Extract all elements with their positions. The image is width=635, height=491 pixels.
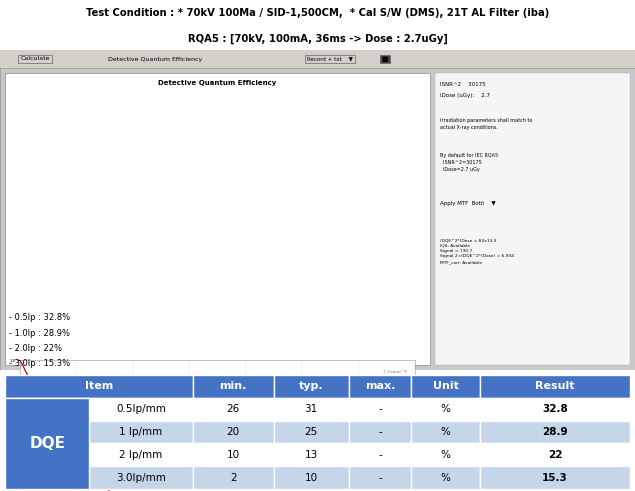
Text: Calculate: Calculate [20, 56, 50, 61]
Bar [480, 443, 630, 466]
Bar [5, 398, 90, 489]
Text: 2 lp/mm: 2 lp/mm [119, 450, 163, 460]
Text: %: % [441, 404, 451, 414]
Bar [349, 398, 411, 421]
Bar [192, 466, 274, 489]
Text: ISNR^2    30175: ISNR^2 30175 [440, 82, 486, 87]
Text: (DQE^2*(Dose = 83x13.3
IQS: Available
Signal = 730.7
Signal 2=(DQE^2*(Dose) = 6.: (DQE^2*(Dose = 83x13.3 IQS: Available Si… [440, 238, 514, 264]
Text: min.: min. [220, 382, 247, 391]
Text: Detective Quantum Efficiency: Detective Quantum Efficiency [108, 56, 202, 61]
Text: Pixel: 0.14(0.14) mm
Dose=2.3
Signal=10.1
NPS_SISI=9.4 (1.7:80)
dDQE: 3m/713.5
i: Pixel: 0.14(0.14) mm Dose=2.3 Signal=10.… [249, 391, 295, 440]
Bar [192, 375, 274, 398]
Bar [411, 398, 480, 421]
Bar [5, 443, 90, 466]
Text: Irradiation parameters shall match to
actual X-ray conditions.: Irradiation parameters shall match to ac… [440, 118, 532, 130]
Bar [480, 421, 630, 443]
Bar [435, 73, 630, 365]
Text: 28.9: 28.9 [542, 427, 568, 437]
Text: Item: Item [84, 382, 113, 391]
Text: Unit: Unit [432, 382, 458, 391]
Bar [90, 398, 192, 421]
Text: 22: 22 [548, 450, 562, 460]
Bar [0, 50, 635, 68]
Text: -: - [378, 404, 382, 414]
Text: 32.8: 32.8 [542, 404, 568, 414]
Bar [5, 398, 90, 421]
Text: MTF: MTF [300, 420, 309, 424]
Text: 20: 20 [227, 427, 239, 437]
Bar [411, 421, 480, 443]
Text: 10: 10 [305, 473, 318, 483]
Text: spec_limit: spec_limit [300, 437, 321, 442]
Text: 26: 26 [227, 404, 240, 414]
Text: RQA5 : [70kV, 100mA, 36ms -> Dose : 2.7uGy]: RQA5 : [70kV, 100mA, 36ms -> Dose : 2.7u… [187, 34, 448, 44]
Bar [480, 375, 630, 398]
Text: - 3.0lp : 15.3%: - 3.0lp : 15.3% [9, 359, 70, 368]
Text: T_Output^P: T_Output^P [382, 370, 407, 374]
Text: -: - [378, 473, 382, 483]
Bar [274, 443, 349, 466]
Text: NPS: NPS [300, 402, 309, 406]
Bar [349, 375, 411, 398]
Bar [349, 466, 411, 489]
Bar [274, 421, 349, 443]
Text: typ.: typ. [299, 382, 324, 391]
Text: 10: 10 [227, 450, 239, 460]
Text: 2: 2 [230, 473, 236, 483]
Text: %: % [441, 427, 451, 437]
Bar [349, 421, 411, 443]
Bar [5, 73, 430, 365]
Bar [5, 421, 90, 443]
Text: - 1.0lp : 28.9%: - 1.0lp : 28.9% [9, 328, 70, 337]
Text: By default for IEC RQA5
  ISNR^2=30175
  iDose=2.7 uGy: By default for IEC RQA5 ISNR^2=30175 iDo… [440, 153, 498, 172]
Text: Result: Result [535, 382, 575, 391]
Text: max.: max. [365, 382, 395, 391]
Text: %: % [441, 473, 451, 483]
Text: DQE: DQE [300, 383, 309, 388]
Text: - 0.5lp : 32.8%: - 0.5lp : 32.8% [9, 313, 70, 322]
Bar [90, 466, 192, 489]
Bar [5, 375, 192, 398]
Text: 25: 25 [305, 427, 318, 437]
Text: DQE: DQE [29, 436, 65, 451]
Text: - 2.0lp : 22%: - 2.0lp : 22% [9, 344, 62, 353]
Bar [411, 375, 480, 398]
Text: 0.5lp/mm: 0.5lp/mm [116, 404, 166, 414]
Bar [90, 443, 192, 466]
Text: -: - [378, 450, 382, 460]
Text: Apply MTF  Both    ▼: Apply MTF Both ▼ [440, 200, 496, 206]
Bar [480, 398, 630, 421]
Text: Test Condition : * 70kV 100Ma / SID-1,500CM,  * Cal S/W (DMS), 21T AL Filter (ib: Test Condition : * 70kV 100Ma / SID-1,50… [86, 7, 549, 18]
Bar [480, 466, 630, 489]
Text: 31: 31 [305, 404, 318, 414]
Text: iDose (uGy):    2.7: iDose (uGy): 2.7 [440, 92, 490, 98]
Text: 1 lp/mm: 1 lp/mm [119, 427, 163, 437]
Bar [349, 443, 411, 466]
Text: ■: ■ [382, 56, 389, 62]
Text: Record + txt    ▼: Record + txt ▼ [307, 56, 353, 61]
Bar [5, 466, 90, 489]
Text: Detective Quantum Efficiency: Detective Quantum Efficiency [158, 80, 277, 86]
Bar [90, 421, 192, 443]
Text: 15.3: 15.3 [542, 473, 568, 483]
Bar [192, 443, 274, 466]
Bar [411, 443, 480, 466]
Text: -: - [378, 427, 382, 437]
Text: 13: 13 [305, 450, 318, 460]
Text: %: % [441, 450, 451, 460]
Bar [274, 466, 349, 489]
Bar [274, 398, 349, 421]
Text: 3.0lp/mm: 3.0lp/mm [116, 473, 166, 483]
Bar [192, 398, 274, 421]
Bar [274, 375, 349, 398]
Bar [192, 421, 274, 443]
Bar [411, 466, 480, 489]
